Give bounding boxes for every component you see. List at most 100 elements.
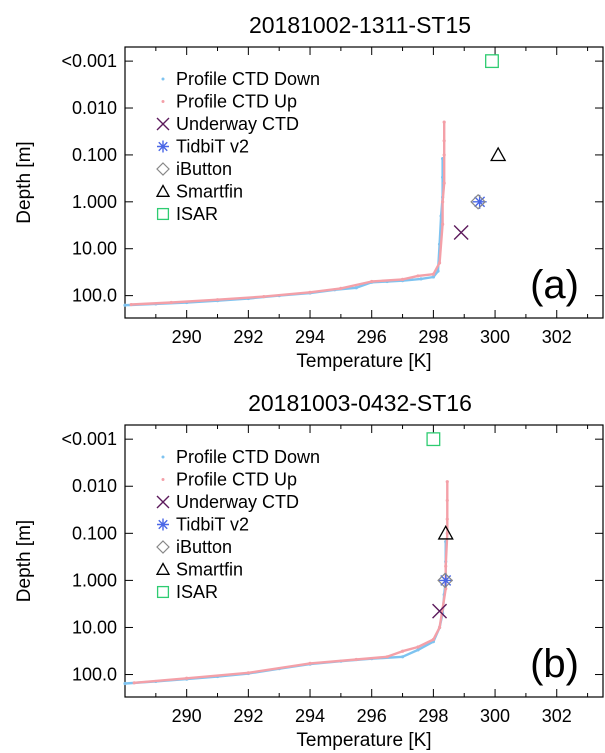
series-ibutton: [437, 572, 453, 589]
series-smartfin: [490, 146, 507, 162]
data-point: [442, 120, 446, 124]
panel-label: (a): [530, 263, 579, 307]
x-tick-label: 292: [233, 706, 263, 726]
x-tick-label: 294: [295, 706, 325, 726]
series-isar: [426, 432, 441, 447]
y-tick-label: 10.00: [72, 239, 117, 259]
legend-item: Underway CTD: [156, 114, 299, 134]
data-point: [444, 564, 448, 568]
data-point: [339, 286, 343, 290]
legend-label: Profile CTD Down: [176, 447, 320, 467]
legend-marker: [156, 495, 170, 509]
x-axis-label: Temperature [K]: [296, 730, 431, 751]
legend-item: Profile CTD Up: [161, 92, 297, 112]
data-point: [442, 139, 446, 143]
data-point: [400, 655, 405, 659]
data-point: [129, 302, 133, 307]
data-point: [308, 661, 312, 666]
legend-item: TidbiT v2: [157, 137, 249, 157]
legend-marker: [161, 77, 165, 81]
data-point: [490, 146, 507, 162]
data-point: [453, 224, 469, 240]
x-tick-label: 300: [480, 327, 510, 347]
y-tick-label: 1.000: [72, 570, 117, 590]
data-point: [472, 194, 487, 209]
data-point: [445, 531, 449, 535]
y-tick-label: 0.100: [72, 523, 117, 543]
data-point: [432, 603, 448, 619]
legend-label: iButton: [176, 537, 232, 557]
chart-title: 20181003-0432-ST16: [248, 390, 472, 416]
legend-label: ISAR: [176, 582, 218, 602]
data-point: [426, 432, 441, 447]
legend-marker: [155, 184, 171, 197]
legend-item: TidbiT v2: [157, 515, 249, 535]
series-tidbit-v2: [438, 573, 453, 588]
data-point: [385, 655, 389, 659]
series-line: [124, 158, 444, 307]
data-point: [437, 261, 442, 265]
data-point: [370, 279, 374, 284]
legend-marker: [156, 207, 170, 221]
legend-label: Profile CTD Down: [176, 69, 320, 89]
data-point: [445, 517, 449, 521]
legend-label: Smartfin: [176, 560, 243, 580]
data-point: [132, 681, 136, 685]
legend-item: Profile CTD Down: [161, 447, 320, 467]
series-underway-ctd: [453, 224, 469, 240]
series-line: [124, 541, 447, 685]
x-tick-label: 296: [357, 706, 387, 726]
data-point: [438, 573, 453, 588]
data-point: [419, 277, 423, 281]
data-point: [416, 645, 420, 649]
y-tick-label: 1.000: [72, 192, 117, 212]
data-point: [416, 648, 420, 652]
data-point: [400, 649, 405, 653]
data-point: [246, 671, 250, 675]
legend-item: iButton: [156, 159, 232, 179]
legend-marker: [156, 585, 170, 599]
data-point: [354, 657, 358, 662]
data-point: [308, 290, 312, 294]
series-ibutton: [470, 193, 486, 210]
y-tick-label: 0.010: [72, 98, 117, 118]
legend-label: Profile CTD Up: [176, 470, 297, 490]
y-tick-label: 0.010: [72, 476, 117, 496]
legend-item: ISAR: [156, 204, 218, 224]
data-point: [437, 572, 453, 589]
data-point: [442, 153, 446, 157]
data-point: [441, 200, 445, 204]
x-tick-label: 292: [233, 327, 263, 347]
legend-label: Profile CTD Up: [176, 92, 297, 112]
legend-label: Underway CTD: [176, 114, 299, 134]
data-point: [123, 303, 127, 307]
data-point: [445, 498, 449, 503]
x-tick-label: 298: [418, 327, 448, 347]
legend-label: Smartfin: [176, 182, 243, 202]
data-point: [354, 286, 358, 290]
x-tick-label: 290: [172, 706, 202, 726]
chart-title: 20181002-1311-ST15: [249, 12, 471, 38]
legend-item: ISAR: [156, 582, 218, 602]
data-point: [485, 54, 499, 69]
series-profile-ctd-down: [123, 540, 448, 686]
data-point: [437, 625, 442, 630]
series-profile-ctd-down: [123, 157, 445, 307]
data-point: [262, 295, 266, 299]
x-tick-label: 302: [542, 706, 572, 726]
x-axis-label: Temperature [K]: [296, 351, 431, 372]
data-point: [441, 222, 445, 226]
data-point: [416, 274, 420, 278]
legend-label: TidbiT v2: [176, 515, 249, 535]
y-axis-label: Depth [m]: [14, 520, 35, 602]
legend-item: Smartfin: [155, 560, 243, 580]
series-isar: [485, 54, 499, 69]
data-point: [185, 676, 189, 680]
data-point: [470, 193, 486, 210]
legend-marker: [161, 478, 165, 481]
legend-marker: [156, 540, 170, 554]
y-axis-label: Depth [m]: [14, 141, 35, 223]
legend-item: Smartfin: [155, 182, 243, 202]
